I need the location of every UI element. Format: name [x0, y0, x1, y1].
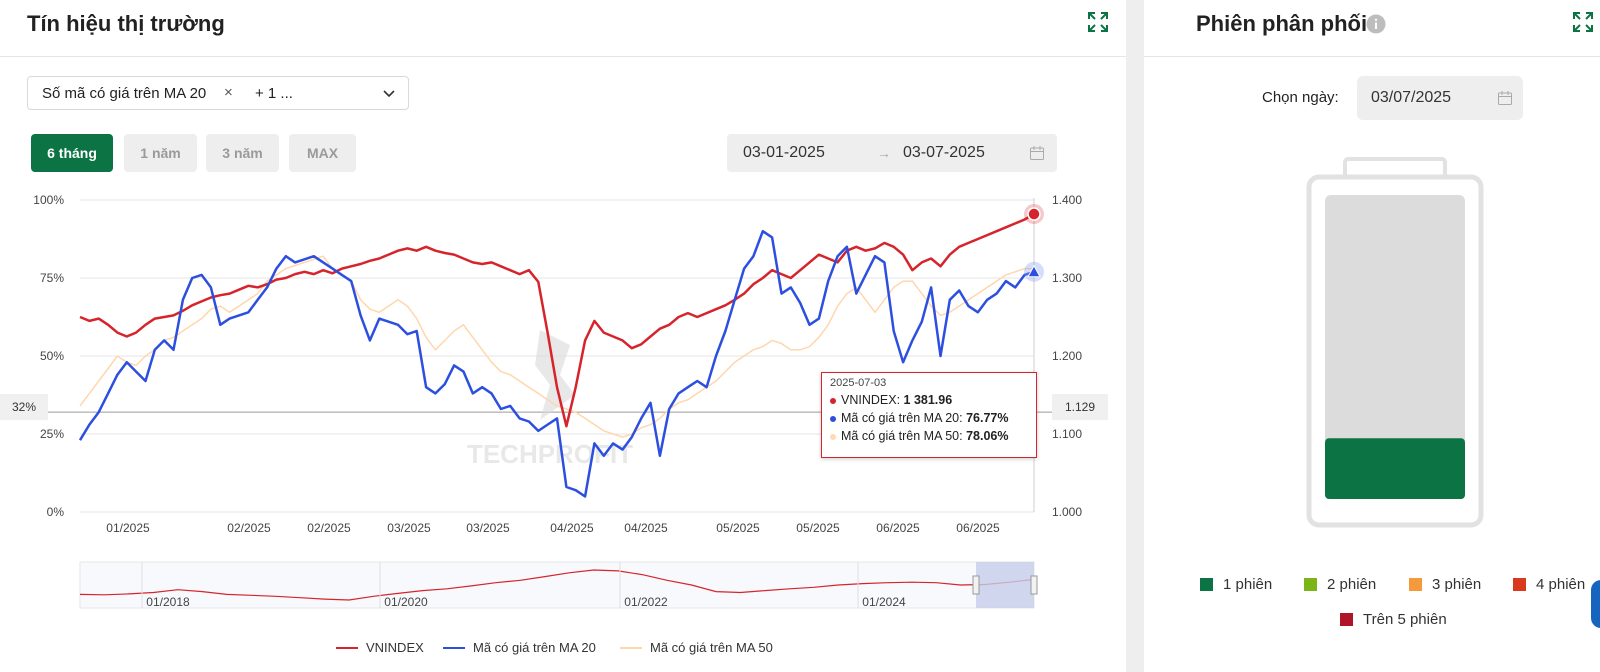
vnindex-end-marker: [1027, 207, 1041, 221]
y-left-tick-label: 75%: [40, 271, 64, 285]
divider: [0, 56, 1126, 57]
navigator-handle-right[interactable]: [1030, 575, 1038, 595]
tag-remove-icon[interactable]: ×: [224, 84, 233, 101]
x-tick-label: 05/2025: [796, 521, 840, 535]
x-tick-label: 05/2025: [716, 521, 760, 535]
y-right-tick-label: 1.100: [1052, 427, 1082, 441]
legend-line-icon: [443, 646, 465, 649]
date-range-picker[interactable]: 03-01-2025 → 03-07-2025: [727, 134, 1057, 172]
legend-swatch: [1304, 578, 1317, 591]
navigator-handle-left[interactable]: [972, 575, 980, 595]
navigator-track: [79, 561, 1035, 609]
navigator-label: 01/2018: [146, 595, 190, 609]
navigator-line: [79, 569, 1035, 601]
panel-gap: [1126, 0, 1144, 672]
y-right-tick-label: 1.400: [1052, 193, 1082, 207]
range-6m-button[interactable]: 6 tháng: [31, 134, 113, 172]
dot-icon: [830, 415, 836, 422]
x-tick-label: 03/2025: [387, 521, 431, 535]
series-line-vnindex: [79, 212, 1035, 428]
date-value[interactable]: 03/07/2025: [1371, 89, 1452, 106]
dot-icon: [830, 397, 836, 404]
range-3y-button[interactable]: 3 năm: [206, 134, 279, 172]
navigator-label: 01/2020: [384, 595, 428, 609]
legend-3-session[interactable]: 3 phiên: [1409, 576, 1481, 593]
side-widget-button[interactable]: [1591, 580, 1600, 628]
tooltip-date: 2025-07-03: [830, 377, 887, 389]
series-line-ma50: [79, 255, 1034, 438]
x-tick-label: 01/2025: [106, 521, 150, 535]
legend-item-vnindex[interactable]: VNINDEX: [336, 640, 424, 655]
x-tick-label: 02/2025: [227, 521, 271, 535]
legend-4-session[interactable]: 4 phiên: [1513, 576, 1585, 593]
tooltip-row-ma20: Mã có giá trên MA 20: 76.77%: [830, 409, 1028, 427]
market-signal-chart: TECHPROFIT 0% 25% 50% 75% 100% 1.000 1.100 1.20…: [33, 193, 1082, 609]
y-left-tick-label: 50%: [40, 349, 64, 363]
calendar-icon: [1498, 91, 1512, 105]
navigator-label: 01/2022: [624, 595, 668, 609]
legend-line-icon: [336, 646, 358, 649]
expand-icon[interactable]: [1572, 11, 1594, 33]
crosshair-right-label: 1.129: [1052, 394, 1108, 420]
x-tick-label: 04/2025: [550, 521, 594, 535]
watermark-text: TECHPROFIT: [467, 439, 633, 469]
x-tick-label: 04/2025: [624, 521, 668, 535]
battery-cap: [1343, 157, 1447, 179]
date-label: Chọn ngày:: [1262, 89, 1339, 106]
tooltip-row-vnindex: VNINDEX: 1 381.96: [830, 391, 1028, 409]
y-right-tick-label: 1.200: [1052, 349, 1082, 363]
calendar-icon: [1030, 146, 1044, 160]
selected-tag-label: Số mã có giá trên MA 20: [42, 85, 207, 102]
legend-swatch: [1200, 578, 1213, 591]
series-line-ma20: [78, 229, 1035, 498]
range-1y-button[interactable]: 1 năm: [124, 134, 197, 172]
market-signal-panel: Tín hiệu thị trường Số mã có giá trên MA…: [0, 11, 1126, 655]
navigator-selection: [976, 562, 1034, 608]
battery-gauge: [1306, 157, 1484, 528]
ma20-end-marker: [1027, 264, 1041, 278]
divider: [1144, 56, 1600, 57]
y-left-tick-label: 25%: [40, 427, 64, 441]
y-right-tick-label: 1.000: [1052, 505, 1082, 519]
date-to[interactable]: 03-07-2025: [903, 144, 985, 161]
panel-title: Tín hiệu thị trường: [27, 11, 225, 36]
y-left-tick-label: 0%: [47, 505, 65, 519]
indicator-select[interactable]: Số mã có giá trên MA 20 × + 1 ...: [27, 76, 409, 110]
tooltip-row-ma50: Mã có giá trên MA 50: 78.06%: [830, 427, 1028, 445]
panel-title: Phiên phân phối: [1196, 11, 1368, 36]
x-tick-label: 06/2025: [956, 521, 1000, 535]
x-tick-label: 02/2025: [307, 521, 351, 535]
legend-item-ma20[interactable]: Mã có giá trên MA 20: [443, 640, 596, 655]
navigator-label: 01/2024: [862, 595, 906, 609]
legend-swatch: [1340, 613, 1353, 626]
chart-tooltip: 2025-07-03 VNINDEX: 1 381.96 Mã có giá t…: [821, 372, 1037, 458]
legend-swatch: [1409, 578, 1422, 591]
date-picker[interactable]: 03/07/2025: [1357, 76, 1523, 120]
date-arrow: →: [877, 145, 891, 161]
battery-fill: [1325, 438, 1465, 499]
date-from[interactable]: 03-01-2025: [743, 144, 825, 161]
legend-line-icon: [620, 646, 642, 649]
legend-swatch: [1513, 578, 1526, 591]
dot-icon: [830, 433, 836, 440]
x-tick-label: 03/2025: [466, 521, 510, 535]
expand-icon[interactable]: [1087, 11, 1109, 33]
more-tags-label: + 1 ...: [255, 85, 293, 102]
y-left-tick-label: 100%: [33, 193, 64, 207]
legend-over5-session[interactable]: Trên 5 phiên: [1340, 611, 1447, 628]
y-right-tick-label: 1.300: [1052, 271, 1082, 285]
info-icon[interactable]: [1366, 14, 1386, 34]
range-max-button[interactable]: MAX: [289, 134, 356, 172]
legend-item-ma50[interactable]: Mã có giá trên MA 50: [620, 640, 773, 655]
crosshair-left-label: 32%: [0, 394, 48, 420]
legend-1-session[interactable]: 1 phiên: [1200, 576, 1272, 593]
x-tick-label: 06/2025: [876, 521, 920, 535]
chevron-down-icon[interactable]: [382, 87, 396, 101]
legend-2-session[interactable]: 2 phiên: [1304, 576, 1376, 593]
battery-track: [1325, 195, 1465, 499]
